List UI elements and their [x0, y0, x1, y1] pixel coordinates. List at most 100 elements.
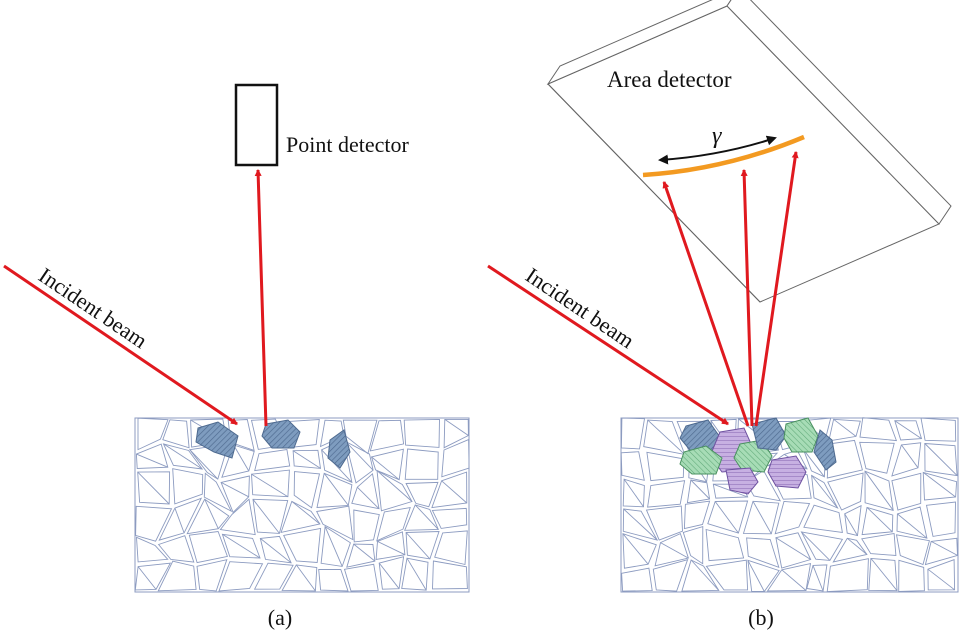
grain-boundary — [251, 473, 289, 498]
grain — [405, 481, 439, 508]
grain — [219, 498, 256, 536]
sample-block-a — [134, 417, 470, 593]
grain-boundary — [353, 543, 376, 562]
incident-beam-b — [487, 264, 729, 426]
grain — [172, 468, 204, 505]
grain-boundary — [866, 507, 893, 533]
grain — [746, 537, 780, 569]
grain — [774, 500, 811, 535]
grain — [683, 500, 711, 530]
grain-boundary — [894, 420, 922, 439]
grain — [705, 559, 749, 591]
grain-boundary — [174, 507, 185, 534]
point-detector-label: Point detector — [286, 132, 409, 157]
grain — [157, 535, 195, 563]
grain-boundary — [295, 564, 316, 592]
grain-boundary — [844, 513, 858, 536]
grain — [620, 451, 645, 481]
grain-boundary — [714, 501, 739, 534]
grain-boundary — [752, 501, 772, 535]
diffracting-grain-a3 — [327, 429, 351, 469]
grain — [254, 448, 291, 472]
grain-boundary — [833, 418, 857, 437]
diffracted-beam-b3 — [754, 150, 799, 427]
grain — [827, 472, 864, 511]
grain — [895, 534, 930, 566]
grain — [157, 560, 197, 592]
grain-boundary — [376, 470, 413, 502]
grain — [353, 509, 380, 543]
grain — [859, 441, 895, 474]
grain-boundary — [801, 531, 831, 561]
caption-b: (b) — [748, 605, 774, 630]
grain-boundary — [137, 566, 157, 590]
grain — [826, 558, 869, 593]
grain — [645, 505, 683, 541]
grain-boundary — [622, 533, 649, 565]
grain — [188, 531, 229, 564]
grain — [431, 507, 468, 529]
caption-a: (a) — [268, 605, 292, 630]
grain-boundary — [220, 482, 249, 498]
grain-boundary — [414, 504, 439, 530]
grain-boundary — [781, 569, 807, 591]
grain-boundary — [204, 499, 219, 529]
diffracting-grain-b3 — [679, 445, 723, 475]
diffracting-grain-b5 — [751, 417, 787, 451]
grain — [432, 560, 468, 590]
grain-boundary — [405, 532, 431, 560]
grain-boundary — [252, 499, 280, 534]
grain — [203, 472, 233, 513]
grain — [135, 505, 173, 542]
grain-boundary — [189, 449, 219, 480]
grain-boundary — [901, 444, 919, 469]
diffracted-beam-b1 — [662, 181, 750, 427]
grain-boundary — [356, 486, 380, 510]
grain-boundary — [930, 541, 958, 556]
grain — [682, 525, 704, 565]
grain — [920, 417, 957, 442]
grain-boundary — [345, 441, 374, 471]
grain — [293, 471, 321, 509]
grain-boundary — [811, 475, 838, 509]
diffracting-grain-a2 — [261, 419, 301, 449]
grain-boundary — [690, 559, 720, 591]
grain-boundary — [870, 558, 898, 591]
grain-boundary — [927, 568, 955, 591]
sample-block-b — [620, 417, 959, 593]
grain — [162, 419, 190, 449]
grain-boundary — [660, 542, 689, 559]
grain-boundary — [222, 533, 261, 559]
grain-boundary — [922, 472, 956, 498]
grain — [403, 418, 440, 448]
grain — [316, 505, 354, 541]
area-detector — [546, 0, 952, 303]
grain — [136, 536, 169, 563]
grain-boundary — [897, 513, 928, 539]
grain — [404, 448, 439, 480]
gamma-arrow — [658, 135, 777, 165]
area-detector-label: Area detector — [607, 67, 732, 92]
grain — [621, 567, 653, 592]
grain-boundary — [623, 478, 644, 508]
incident-beam-label-a: Incident beam — [34, 262, 152, 353]
grain — [434, 530, 468, 566]
diffracted-beam-b2 — [740, 168, 754, 427]
point-detector — [234, 83, 279, 167]
grain-boundary — [812, 565, 824, 592]
grain-boundary — [847, 537, 868, 555]
diffracted-beam-a — [254, 168, 268, 427]
grain-boundary — [444, 419, 469, 436]
grain — [859, 417, 898, 442]
grain — [652, 559, 689, 592]
grain-boundary — [747, 560, 765, 592]
incident-beam-label-b: Incident beam — [521, 262, 639, 353]
grain-boundary — [924, 443, 958, 476]
grain-boundary — [377, 540, 406, 556]
grain-boundary — [292, 450, 321, 469]
grain — [705, 528, 745, 562]
grain-boundary — [623, 508, 658, 541]
grain — [343, 563, 379, 592]
grain — [891, 472, 922, 511]
